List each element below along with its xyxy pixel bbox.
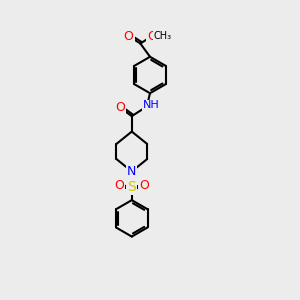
- Text: O: O: [115, 101, 125, 114]
- Text: O: O: [124, 29, 134, 43]
- Text: S: S: [128, 180, 136, 194]
- Text: NH: NH: [143, 100, 160, 110]
- Text: CH₃: CH₃: [154, 31, 172, 41]
- Text: O: O: [147, 29, 157, 43]
- Text: O: O: [114, 178, 124, 192]
- Text: N: N: [127, 165, 136, 178]
- Text: O: O: [139, 178, 149, 192]
